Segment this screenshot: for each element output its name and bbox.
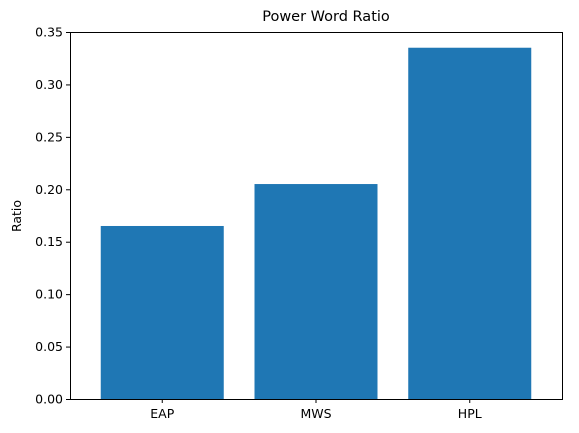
y-tick-label: 0.20 bbox=[35, 182, 63, 197]
bar-eap bbox=[100, 225, 224, 399]
y-tick-label: 0.25 bbox=[35, 129, 63, 144]
y-axis-ticks: 0.00 0.05 0.10 0.15 0.20 0.25 0.30 0.35 bbox=[35, 25, 70, 407]
y-tick-label: 0.05 bbox=[35, 339, 63, 354]
x-tick-label: MWS bbox=[300, 406, 331, 421]
y-tick-label: 0.15 bbox=[35, 234, 63, 249]
y-tick-label: 0.10 bbox=[35, 287, 63, 302]
y-tick-label: 0.00 bbox=[35, 392, 63, 407]
y-tick-label: 0.35 bbox=[35, 25, 63, 40]
bars-group bbox=[100, 47, 532, 399]
bar-mws bbox=[254, 184, 378, 399]
x-axis-ticks: EAP MWS HPL bbox=[150, 399, 482, 421]
y-axis-label: Ratio bbox=[9, 200, 24, 232]
x-tick-label: EAP bbox=[150, 406, 174, 421]
plot-frame bbox=[70, 32, 563, 400]
bar-hpl bbox=[408, 47, 532, 399]
x-tick-label: HPL bbox=[458, 406, 482, 421]
y-tick-label: 0.30 bbox=[35, 77, 63, 92]
chart-title: Power Word Ratio bbox=[262, 9, 390, 25]
